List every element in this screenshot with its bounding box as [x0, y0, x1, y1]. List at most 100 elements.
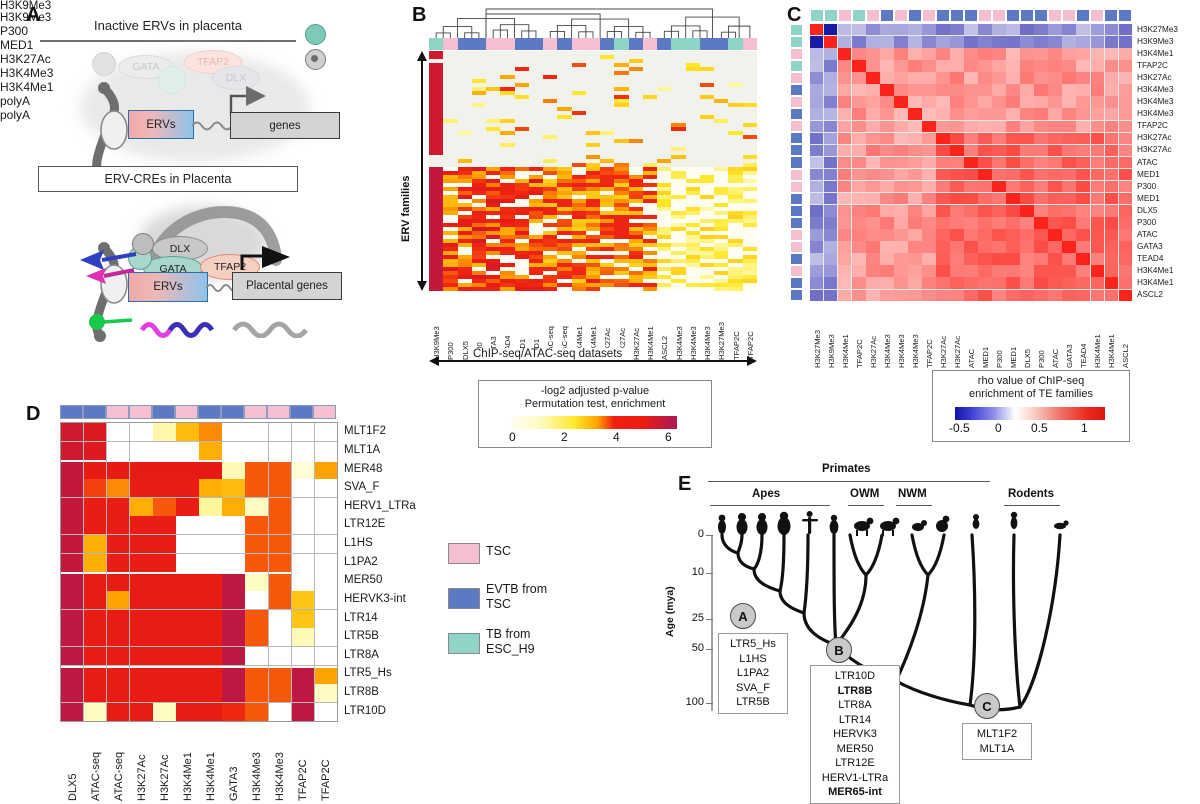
- panel-b-heatmap-cell: [543, 215, 558, 219]
- panel-b-heatmap-cell: [642, 263, 658, 267]
- panel-b-heatmap-cell: [671, 239, 686, 243]
- panel-b-heatmap-cell: [543, 99, 558, 103]
- panel-c-column-label: P300: [995, 350, 1005, 368]
- panel-c-column-label: H3K4Me1: [1107, 334, 1117, 368]
- panel-b-heatmap-cell: [614, 187, 629, 191]
- med1-legend-icon: [305, 49, 326, 70]
- panel-b-heatmap-cell: [500, 143, 515, 147]
- panel-b-heatmap-cell: [528, 75, 544, 79]
- panel-d-heatmap-cell: [176, 684, 199, 703]
- panel-b-heatmap-cell: [685, 215, 700, 219]
- panel-b-heatmap-cell: [500, 163, 515, 167]
- panel-b-heatmap-cell: [671, 251, 686, 255]
- panel-d-heatmap-cell: [107, 628, 130, 647]
- panel-c-row-label: H3K4Me1: [1137, 277, 1174, 287]
- panel-d-heatmap-cell: [314, 460, 337, 481]
- panel-b-heatmap-cell: [557, 91, 572, 95]
- panel-b-heatmap-cell: [500, 127, 515, 131]
- panel-b-heatmap-cell: [571, 199, 586, 203]
- panel-b-heatmap-cell: [585, 163, 601, 167]
- panel-c-heatmap-cell: [964, 265, 978, 277]
- panel-d-heatmap-cell: [61, 479, 84, 497]
- panel-b-heatmap-cell: [699, 263, 715, 267]
- panel-c-heatmap-cell: [1104, 132, 1118, 145]
- panel-b-heatmap-cell: [614, 259, 629, 263]
- panel-c-heatmap-cell: [1048, 229, 1062, 241]
- panel-b-heatmap-cell: [642, 59, 658, 63]
- panel-b-heatmap-cell: [585, 187, 601, 191]
- panel-c-heatmap-cell: [1090, 168, 1104, 181]
- panel-b-heatmap-cell: [471, 83, 487, 87]
- panel-b-heatmap-cell: [528, 227, 544, 231]
- panel-c-heatmap-cell: [936, 265, 950, 277]
- panel-b-heatmap-cell: [671, 187, 686, 191]
- panel-c-heatmap-cell: [908, 48, 922, 60]
- panel-b-heatmap-cell: [514, 87, 529, 91]
- panel-b-heatmap-cell: [514, 191, 529, 195]
- panel-d-heatmap-cell: [314, 628, 337, 647]
- panel-d-row-labels: MLT1F2 MLT1A MER48 SVA_F HERV1_LTRa LTR12E L1H…: [340, 422, 438, 720]
- panel-b-heatmap-cell: [671, 271, 686, 275]
- panel-b-heatmap-cell: [628, 203, 643, 207]
- panel-b-heatmap-cell: [699, 179, 715, 183]
- panel-c-heatmap-cell: [992, 108, 1006, 120]
- panel-c-heatmap-cell: [1118, 120, 1132, 133]
- panel-b-heatmap-cell: [699, 55, 715, 59]
- panel-c-heatmap-cell: [1020, 229, 1034, 241]
- panel-d-column-label: ATAC-seq: [112, 751, 125, 801]
- pvalue-legend-title-1: -log2 adjusted p-value: [540, 385, 650, 397]
- panel-e-ytick-mark: [706, 573, 713, 575]
- panel-b-heatmap-cell: [685, 283, 700, 287]
- panel-d-heatmap-cell: [153, 441, 176, 460]
- panel-c-heatmap-cell: [866, 132, 880, 145]
- panel-a-bottom-erv-box: ERVs: [128, 272, 208, 302]
- pvalue-tick-2: 4: [613, 430, 620, 444]
- panel-d-heatmap-cell: [245, 684, 268, 703]
- panel-b-heatmap-cell: [457, 263, 472, 267]
- panel-c-left-anno-cell: [790, 156, 803, 169]
- panel-b-heatmap-cell: [514, 227, 529, 231]
- panel-b-heatmap-cell: [543, 147, 558, 151]
- panel-b-heatmap-cell: [429, 135, 444, 139]
- panel-c-heatmap-cell: [810, 192, 824, 205]
- panel-b-heatmap-cell: [486, 115, 501, 119]
- panel-b-heatmap-cell: [642, 207, 658, 211]
- panel-c-heatmap-cell: [922, 24, 936, 36]
- panel-e-letter: E: [678, 473, 692, 495]
- panel-c-heatmap-cell: [964, 168, 978, 181]
- panel-c-heatmap-cell: [838, 120, 852, 133]
- panel-b-heatmap-cell: [557, 123, 572, 127]
- panel-b-heatmap-cell: [600, 123, 615, 127]
- panel-c-heatmap-cell: [936, 84, 950, 96]
- panel-b-heatmap-cell: [657, 287, 672, 291]
- panel-c-row-label: H3K4Me1: [1137, 49, 1174, 59]
- panel-c-heatmap-cell: [922, 60, 936, 72]
- panel-b-heatmap-cell: [628, 247, 643, 251]
- polya-rna-icon-2: [232, 321, 308, 338]
- panel-b-heatmap-cell: [471, 159, 487, 163]
- panel-c-top-anno-cell: [838, 9, 852, 22]
- panel-a-genes-box: genes: [230, 112, 340, 139]
- panel-b-heatmap-cell: [657, 143, 672, 147]
- panel-c-heatmap-cell: [964, 241, 978, 253]
- panel-c-heatmap-cell: [894, 241, 908, 253]
- panel-b-heatmap-cell: [699, 235, 715, 239]
- panel-b-heatmap-cell: [429, 183, 444, 187]
- panel-d-column-label: DLX5: [66, 773, 79, 801]
- panel-b-heatmap-cell: [685, 75, 700, 79]
- panel-b-heatmap-cell: [600, 67, 615, 71]
- panel-b-heatmap-cell: [429, 235, 444, 239]
- panel-b-heatmap-cell: [657, 179, 672, 183]
- panel-b-heatmap-cell: [699, 203, 715, 207]
- panel-d-heatmap-cell: [107, 572, 130, 593]
- panel-b-heatmap-cell: [685, 251, 700, 255]
- panel-c-heatmap-cell: [838, 217, 852, 229]
- panel-c-heatmap-cell: [1034, 289, 1048, 301]
- panel-d-column-label: H3K4Me1: [204, 752, 217, 801]
- panel-b-heatmap-cell: [671, 171, 686, 175]
- panel-b-heatmap-cell: [429, 211, 444, 215]
- panel-d-heatmap-cell: [153, 479, 176, 497]
- panel-b-heatmap-cell: [728, 251, 743, 255]
- panel-b-heatmap-cell: [614, 95, 629, 99]
- panel-b-heatmap-cell: [443, 95, 458, 99]
